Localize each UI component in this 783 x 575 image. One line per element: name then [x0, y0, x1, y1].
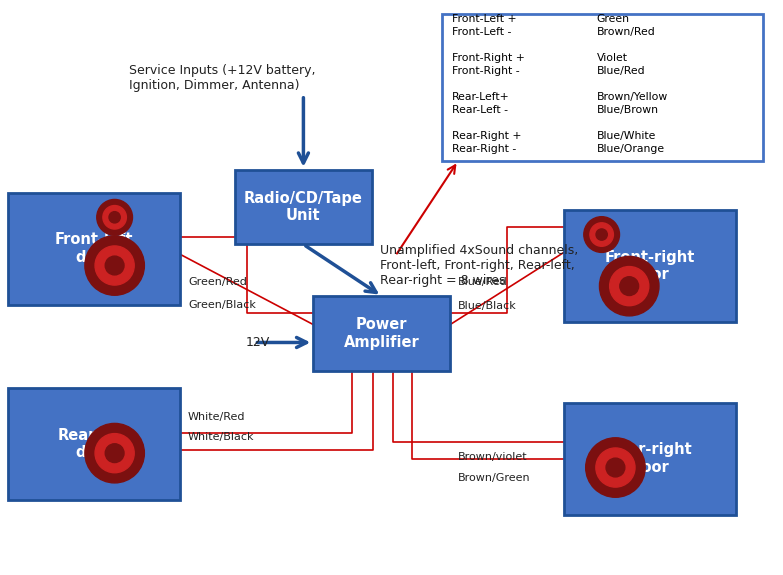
Text: Brown/Red: Brown/Red	[597, 27, 655, 37]
Text: Unamplified 4xSound channels,
Front-left, Front-right, Rear-left,
Rear-right = 8: Unamplified 4xSound channels, Front-left…	[380, 244, 578, 288]
Ellipse shape	[95, 246, 134, 285]
Text: White/Black: White/Black	[188, 432, 254, 442]
Text: 12V: 12V	[246, 336, 270, 348]
Text: Blue/Black: Blue/Black	[458, 301, 517, 311]
Ellipse shape	[109, 212, 121, 223]
FancyBboxPatch shape	[442, 14, 763, 161]
Ellipse shape	[584, 217, 619, 252]
Ellipse shape	[596, 448, 635, 487]
FancyBboxPatch shape	[235, 170, 372, 244]
FancyBboxPatch shape	[8, 193, 180, 305]
Ellipse shape	[606, 458, 625, 477]
Text: Radio/CD/Tape
Unit: Radio/CD/Tape Unit	[244, 191, 363, 223]
Ellipse shape	[620, 277, 639, 296]
Text: Blue/Orange: Blue/Orange	[597, 144, 665, 154]
Text: Front-Right -: Front-Right -	[452, 66, 519, 76]
Ellipse shape	[97, 200, 132, 235]
Text: Blue/White: Blue/White	[597, 131, 656, 141]
Text: Rear-Left+: Rear-Left+	[452, 92, 510, 102]
Text: Blue/Brown: Blue/Brown	[597, 105, 659, 115]
Ellipse shape	[600, 256, 659, 316]
Text: Brown/violet: Brown/violet	[458, 452, 528, 462]
Ellipse shape	[103, 205, 126, 229]
Text: Rear-right
door: Rear-right door	[608, 442, 692, 475]
Text: Brown/Green: Brown/Green	[458, 473, 531, 484]
Ellipse shape	[610, 267, 649, 306]
Text: Blue/Red: Blue/Red	[458, 277, 508, 287]
Text: Blue/Red: Blue/Red	[597, 66, 645, 76]
Text: Front-left
door: Front-left door	[55, 232, 133, 265]
Ellipse shape	[85, 423, 144, 483]
Ellipse shape	[596, 229, 608, 240]
Text: White/Red: White/Red	[188, 412, 245, 422]
Text: Rear-Right -: Rear-Right -	[452, 144, 516, 154]
Text: Violet: Violet	[597, 53, 627, 63]
Text: Green: Green	[597, 14, 630, 24]
Text: Front-Right +: Front-Right +	[452, 53, 525, 63]
Text: Front-right
door: Front-right door	[604, 250, 695, 282]
Ellipse shape	[105, 444, 124, 462]
Ellipse shape	[586, 438, 645, 497]
Text: Green/Black: Green/Black	[188, 300, 256, 310]
Text: Power
Amplifier: Power Amplifier	[344, 317, 420, 350]
Ellipse shape	[95, 434, 134, 473]
Text: Rear-Left -: Rear-Left -	[452, 105, 508, 115]
FancyBboxPatch shape	[8, 388, 180, 500]
Text: Service Inputs (+12V battery,
Ignition, Dimmer, Antenna): Service Inputs (+12V battery, Ignition, …	[129, 64, 316, 91]
Ellipse shape	[85, 236, 144, 295]
FancyBboxPatch shape	[564, 210, 736, 322]
Text: Front-Left -: Front-Left -	[452, 27, 511, 37]
Text: Front-Left +: Front-Left +	[452, 14, 517, 24]
Text: Rear-Right +: Rear-Right +	[452, 131, 521, 141]
Text: Brown/Yellow: Brown/Yellow	[597, 92, 668, 102]
Ellipse shape	[105, 256, 124, 275]
Text: Green/Red: Green/Red	[188, 277, 247, 287]
Text: Rear-left
door: Rear-left door	[57, 428, 131, 461]
FancyBboxPatch shape	[313, 296, 450, 371]
FancyBboxPatch shape	[564, 402, 736, 515]
Ellipse shape	[590, 223, 613, 246]
